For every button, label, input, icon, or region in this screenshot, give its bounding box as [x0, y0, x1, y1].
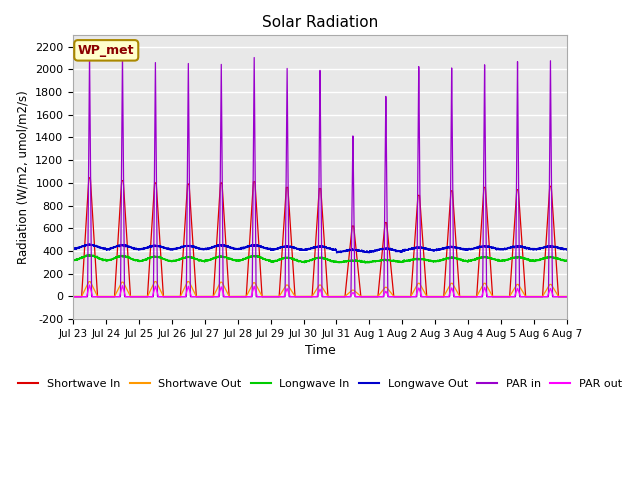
PAR out	[563, 294, 570, 300]
Line: Longwave Out: Longwave Out	[73, 244, 567, 253]
Shortwave Out	[301, 293, 309, 299]
Longwave Out	[365, 250, 373, 256]
PAR in	[431, 294, 438, 300]
Longwave In	[403, 258, 411, 264]
Shortwave Out	[403, 293, 411, 299]
PAR in	[86, 50, 93, 56]
Shortwave Out	[563, 293, 571, 299]
Shortwave In	[158, 272, 166, 277]
Shortwave In	[85, 175, 93, 180]
Longwave In	[431, 259, 438, 264]
PAR out	[86, 282, 93, 288]
PAR in	[563, 294, 571, 300]
Line: Shortwave Out: Shortwave Out	[73, 282, 567, 296]
PAR out	[301, 294, 309, 300]
Shortwave Out	[69, 293, 77, 299]
PAR in	[69, 294, 77, 300]
PAR out	[563, 294, 571, 300]
Shortwave Out	[431, 293, 438, 299]
Line: PAR out: PAR out	[73, 285, 567, 297]
Title: Solar Radiation: Solar Radiation	[262, 15, 378, 30]
Longwave Out	[563, 247, 570, 252]
Longwave Out	[158, 244, 166, 250]
Longwave In	[563, 257, 570, 263]
PAR out	[158, 294, 166, 300]
Shortwave Out	[458, 293, 466, 299]
Longwave Out	[563, 247, 571, 252]
Shortwave In	[563, 294, 570, 300]
Longwave In	[69, 257, 77, 263]
Text: WP_met: WP_met	[78, 44, 134, 57]
Longwave Out	[403, 247, 411, 253]
Shortwave In	[431, 294, 438, 300]
Line: PAR in: PAR in	[73, 53, 567, 297]
Longwave Out	[69, 246, 77, 252]
Longwave In	[301, 259, 309, 264]
Shortwave Out	[85, 279, 93, 285]
Line: Longwave In: Longwave In	[73, 255, 567, 263]
PAR out	[403, 294, 411, 300]
Shortwave Out	[158, 291, 166, 297]
PAR out	[431, 294, 438, 300]
Longwave In	[362, 260, 369, 266]
PAR in	[458, 294, 466, 300]
Longwave Out	[85, 241, 93, 247]
Longwave Out	[459, 247, 467, 252]
Longwave Out	[301, 246, 309, 252]
Line: Shortwave In: Shortwave In	[73, 178, 567, 297]
Shortwave In	[69, 294, 77, 300]
PAR in	[158, 294, 166, 300]
Longwave In	[459, 258, 467, 264]
PAR out	[69, 294, 77, 300]
Longwave In	[158, 255, 166, 261]
PAR in	[563, 294, 570, 300]
Shortwave In	[301, 294, 309, 300]
PAR out	[458, 294, 466, 300]
Longwave In	[563, 258, 571, 264]
Shortwave In	[403, 294, 411, 300]
Shortwave Out	[563, 293, 570, 299]
Longwave Out	[431, 248, 438, 253]
Shortwave In	[458, 294, 466, 300]
Shortwave In	[563, 294, 571, 300]
Longwave In	[87, 252, 95, 258]
X-axis label: Time: Time	[305, 344, 335, 357]
Legend: Shortwave In, Shortwave Out, Longwave In, Longwave Out, PAR in, PAR out: Shortwave In, Shortwave Out, Longwave In…	[14, 374, 626, 393]
Y-axis label: Radiation (W/m2, umol/m2/s): Radiation (W/m2, umol/m2/s)	[17, 90, 29, 264]
PAR in	[301, 294, 309, 300]
PAR in	[403, 294, 411, 300]
